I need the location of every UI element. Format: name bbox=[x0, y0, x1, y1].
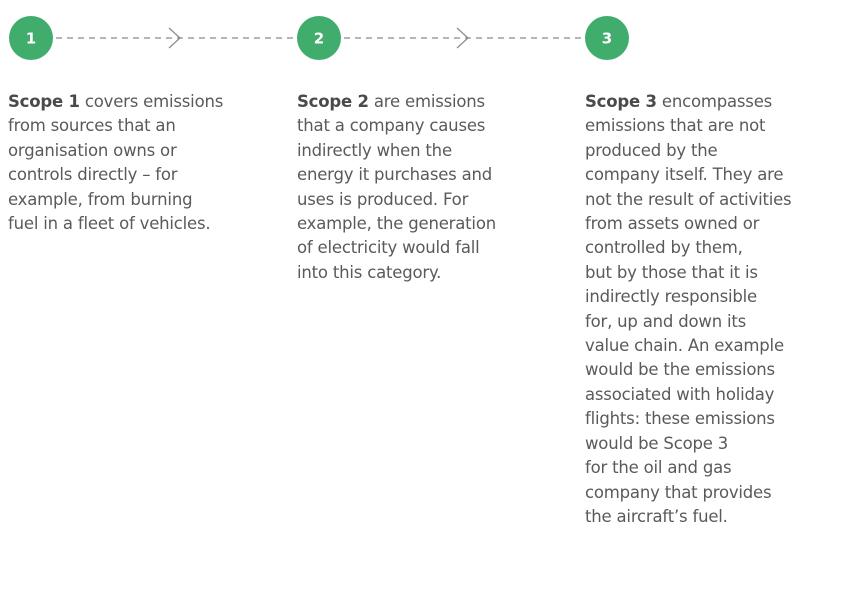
text-line: Scope 1 covers emissions bbox=[8, 90, 223, 114]
text-line: into this category. bbox=[297, 262, 442, 282]
text-line: from sources that an bbox=[8, 116, 176, 136]
text-line: flights: these emissions bbox=[585, 409, 775, 429]
text: covers emissions bbox=[84, 92, 224, 111]
text-line: would be the emissions bbox=[585, 360, 775, 380]
step-number: 2 bbox=[314, 30, 324, 48]
text-line: example, from burning bbox=[8, 189, 193, 209]
text-line: emissions that are not bbox=[585, 116, 766, 136]
text-line: would be Scope 3 bbox=[585, 433, 729, 453]
text-line: controlled by them, bbox=[585, 238, 743, 258]
chevron bbox=[456, 27, 469, 49]
text-line: associated with holiday bbox=[585, 384, 775, 404]
text-line: for, up and down its bbox=[585, 311, 747, 331]
text-line: for the oil and gas bbox=[585, 458, 732, 478]
chevron bbox=[168, 27, 181, 49]
connector bbox=[56, 27, 584, 49]
text-line: indirectly responsible bbox=[585, 287, 757, 307]
text-line: not the result of activities bbox=[585, 189, 792, 209]
text-line: example, the generation bbox=[297, 214, 496, 234]
text: are emissions bbox=[373, 92, 485, 111]
text-line: uses is produced. For bbox=[297, 189, 469, 209]
text-line: from assets owned or bbox=[585, 214, 760, 234]
scope-title: Scope 1 bbox=[8, 92, 80, 111]
text-line: organisation owns or bbox=[8, 140, 177, 160]
step-number: 3 bbox=[602, 30, 612, 48]
step-flow: 1 2 3 bbox=[9, 16, 629, 60]
text-line: Scope 3 encompasses bbox=[585, 90, 791, 114]
scope-description: Scope 1 covers emissions from sources tha… bbox=[8, 90, 223, 236]
step-number: 1 bbox=[26, 30, 36, 48]
text-line: of electricity would fall bbox=[297, 238, 480, 258]
text-line: the aircraft’s fuel. bbox=[585, 506, 728, 526]
text-line: value chain. An example bbox=[585, 336, 784, 356]
text-line: fuel in a fleet of vehicles. bbox=[8, 214, 211, 234]
scope-title: Scope 2 bbox=[297, 92, 369, 111]
text-line: company itself. They are bbox=[585, 165, 784, 185]
scope-description: Scope 2 are emissions that a company caus… bbox=[297, 90, 496, 285]
scope-description: Scope 3 encompasses emissions that are no… bbox=[585, 90, 792, 529]
text-line: energy it purchases and bbox=[297, 165, 493, 185]
scope-title: Scope 3 bbox=[585, 92, 657, 111]
text-line: indirectly when the bbox=[297, 140, 452, 160]
text-line: but by those that it is bbox=[585, 262, 758, 282]
text-line: Scope 2 are emissions bbox=[297, 90, 496, 114]
text-line: that a company causes bbox=[297, 116, 486, 136]
step-circle bbox=[585, 16, 629, 60]
step-circle bbox=[9, 16, 53, 60]
text: encompasses bbox=[661, 92, 773, 111]
text-line: produced by the bbox=[585, 140, 718, 160]
step-circle bbox=[297, 16, 341, 60]
text-line: company that provides bbox=[585, 482, 772, 502]
text-line: controls directly – for bbox=[8, 165, 178, 185]
